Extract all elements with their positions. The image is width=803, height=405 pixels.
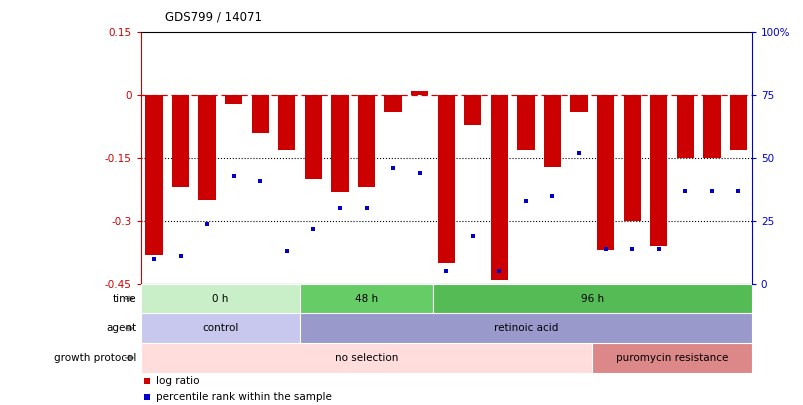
- Bar: [300, 284, 432, 313]
- Text: control: control: [202, 323, 238, 333]
- Bar: [650, 95, 666, 246]
- Bar: [198, 95, 215, 200]
- Bar: [172, 95, 189, 188]
- Text: GDS799 / 14071: GDS799 / 14071: [165, 10, 262, 23]
- Bar: [437, 95, 454, 263]
- Bar: [516, 95, 534, 150]
- Text: agent: agent: [107, 323, 137, 333]
- Bar: [623, 95, 640, 221]
- Bar: [592, 343, 751, 373]
- Text: no selection: no selection: [334, 353, 397, 363]
- Bar: [251, 95, 268, 133]
- Text: time: time: [113, 294, 137, 304]
- Bar: [729, 95, 746, 150]
- Bar: [432, 284, 751, 313]
- Bar: [225, 95, 242, 104]
- Bar: [300, 313, 751, 343]
- Text: 96 h: 96 h: [580, 294, 603, 304]
- Bar: [410, 91, 428, 95]
- Bar: [278, 95, 295, 150]
- Bar: [490, 95, 507, 280]
- Bar: [357, 95, 375, 188]
- Bar: [145, 95, 162, 255]
- Bar: [463, 95, 481, 125]
- Text: puromycin resistance: puromycin resistance: [615, 353, 728, 363]
- Text: growth protocol: growth protocol: [55, 353, 137, 363]
- Bar: [141, 313, 300, 343]
- Bar: [331, 95, 349, 192]
- Text: percentile rank within the sample: percentile rank within the sample: [156, 392, 332, 402]
- Text: 48 h: 48 h: [354, 294, 377, 304]
- Bar: [676, 95, 693, 158]
- Bar: [597, 95, 613, 250]
- Bar: [141, 284, 300, 313]
- Text: log ratio: log ratio: [156, 376, 199, 386]
- Bar: [569, 95, 587, 112]
- Bar: [703, 95, 719, 158]
- Bar: [543, 95, 560, 166]
- Bar: [384, 95, 402, 112]
- Text: retinoic acid: retinoic acid: [493, 323, 557, 333]
- Bar: [304, 95, 322, 179]
- Text: 0 h: 0 h: [212, 294, 228, 304]
- Bar: [141, 343, 592, 373]
